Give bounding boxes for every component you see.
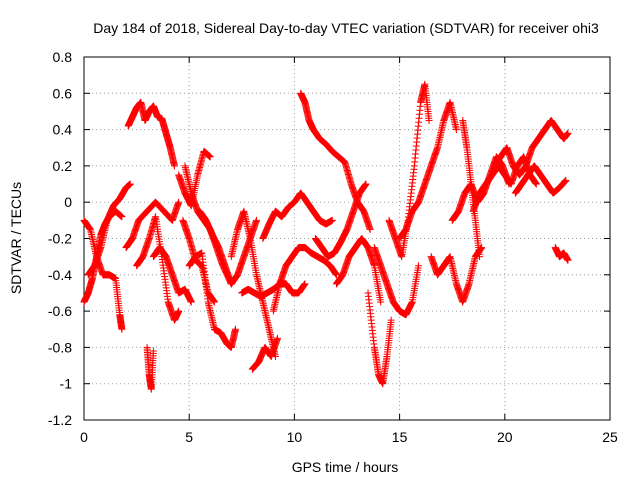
x-tick-label: 25 xyxy=(602,429,618,445)
data-point xyxy=(175,198,183,206)
y-tick-label: 0.8 xyxy=(53,49,73,65)
series-track-c xyxy=(84,180,134,279)
x-tick-labels: 0 5 10 15 20 25 xyxy=(80,429,618,445)
y-tick-label: -1 xyxy=(60,376,73,392)
chart-title: Day 184 of 2018, Sidereal Day-to-day VTE… xyxy=(93,20,599,36)
series-track-o xyxy=(248,334,282,373)
x-tick-label: 0 xyxy=(80,429,88,445)
y-axis-label: SDTVAR / TECUs xyxy=(8,182,24,294)
x-tick-label: 20 xyxy=(497,429,513,445)
data-point xyxy=(452,126,460,134)
series-track-s xyxy=(297,89,374,233)
data-point xyxy=(126,180,134,188)
y-tick-label: 0.6 xyxy=(53,85,73,101)
data-point xyxy=(168,216,176,224)
x-axis-label: GPS time / hours xyxy=(292,459,399,475)
series-track-d xyxy=(122,198,183,252)
series-track-g xyxy=(143,343,157,393)
plot-frame xyxy=(83,56,611,421)
y-tick-label: -0.2 xyxy=(48,231,72,247)
x-tick-label: 5 xyxy=(185,429,193,445)
y-tick-label: -0.6 xyxy=(48,303,72,319)
series-track-ae xyxy=(551,244,572,264)
y-tick-label: 0 xyxy=(64,194,72,210)
y-tick-label: 0.4 xyxy=(53,122,73,138)
x-tick-label: 15 xyxy=(392,429,408,445)
y-tick-label: -1.2 xyxy=(48,412,72,428)
data-points xyxy=(80,80,572,393)
series-track-q xyxy=(259,189,336,242)
series-track-e xyxy=(124,98,178,170)
series-track-x xyxy=(385,80,433,261)
data-point xyxy=(149,347,157,355)
series-track-v xyxy=(364,289,395,388)
data-point xyxy=(170,162,178,170)
y-tick-label: -0.8 xyxy=(48,339,72,355)
x-tick-label: 10 xyxy=(287,429,303,445)
grid xyxy=(84,57,610,420)
y-tick-label: -0.4 xyxy=(48,267,72,283)
data-point xyxy=(118,325,126,333)
series-track-f xyxy=(133,213,183,324)
y-tick-label: 0.2 xyxy=(53,158,73,174)
axis-ticks xyxy=(83,56,611,421)
data-point xyxy=(175,307,183,315)
y-tick-labels: -1.2 -1 -0.8 -0.6 -0.4 -0.2 0 0.2 0.4 0.6 0.8 xyxy=(48,49,72,428)
data-point xyxy=(118,213,126,221)
series-track-h xyxy=(149,244,195,306)
